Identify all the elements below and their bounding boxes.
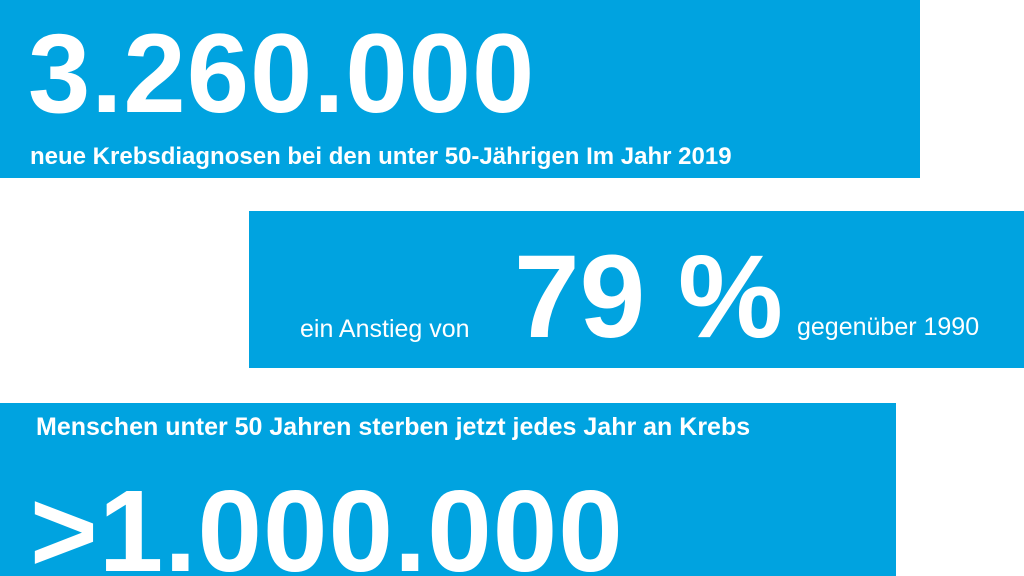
deaths-caption: Menschen unter 50 Jahren sterben jetzt j… bbox=[36, 413, 751, 441]
increase-suffix: gegenüber 1990 bbox=[797, 313, 980, 341]
stat-panel-deaths: Menschen unter 50 Jahren sterben jetzt j… bbox=[0, 403, 896, 576]
stat-panel-increase: ein Anstieg von 79 % gegenüber 1990 bbox=[249, 211, 1024, 368]
stat-panel-diagnoses: 3.260.000 neue Krebsdiagnosen bei den un… bbox=[0, 0, 920, 178]
deaths-number: >1.000.000 bbox=[30, 466, 624, 576]
increase-prefix: ein Anstieg von bbox=[300, 315, 470, 343]
diagnoses-number: 3.260.000 bbox=[28, 11, 536, 136]
diagnoses-caption: neue Krebsdiagnosen bei den unter 50-Jäh… bbox=[30, 143, 732, 170]
increase-percent: 79 % bbox=[514, 231, 783, 363]
